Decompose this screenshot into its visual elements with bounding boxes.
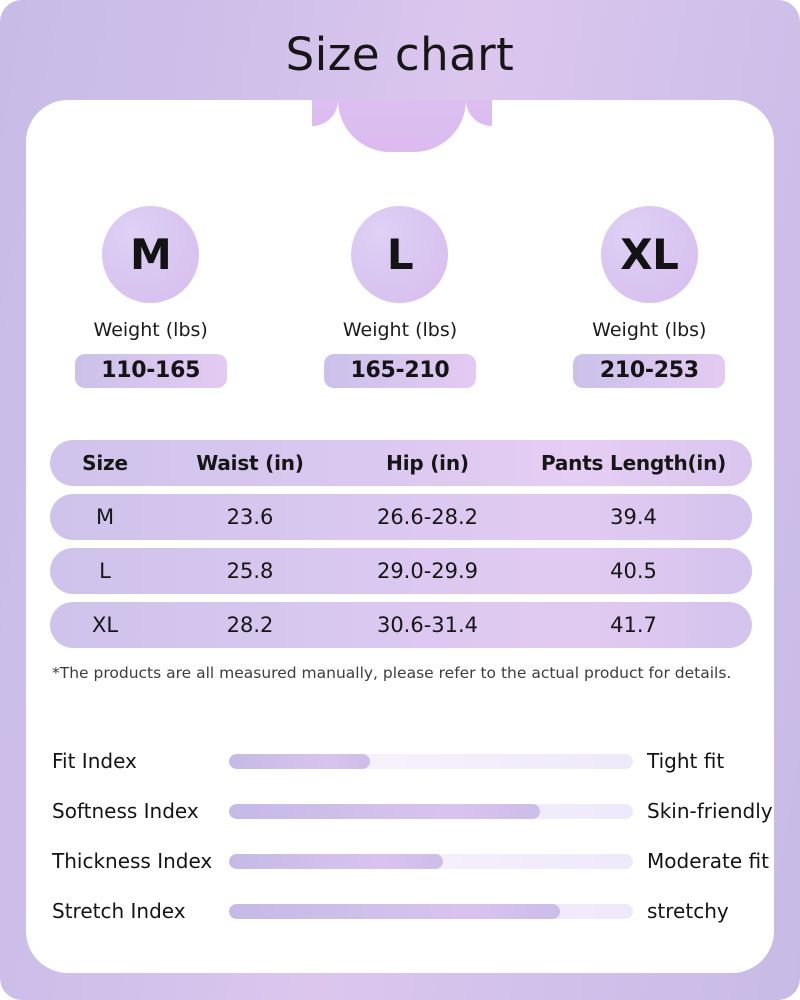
size-column-m: M Weight (lbs) 110-165 [26, 206, 275, 388]
cell-size: M [95, 504, 115, 529]
weight-caption-m: Weight (lbs) [93, 319, 208, 341]
weight-value-m: 110-165 [101, 358, 201, 383]
cell-waist: 25.8 [226, 558, 274, 583]
weight-value-l: 165-210 [350, 358, 450, 383]
size-column-l: L Weight (lbs) 165-210 [275, 206, 524, 388]
size-circle-l: L [351, 206, 449, 303]
cell-hip: 29.0-29.9 [376, 558, 479, 583]
index-value-softness: Skin-friendly [647, 799, 773, 823]
index-row-thickness: Thickness Index Moderate fit [0, 836, 800, 886]
table-header-hip: Hip (in) [386, 451, 469, 475]
index-track-thickness [229, 853, 633, 869]
index-label-softness: Softness Index [52, 799, 199, 823]
weight-pill-xl: 210-253 [573, 354, 726, 388]
weight-pill-m: 110-165 [74, 354, 227, 388]
table-header-row: Size Waist (in) Hip (in) Pants Length(in… [50, 440, 752, 486]
table-row: M 23.6 26.6-28.2 39.4 [50, 494, 752, 540]
cell-waist: 23.6 [226, 504, 274, 529]
index-value-stretch: stretchy [647, 899, 729, 923]
index-fill-thickness [229, 853, 444, 869]
index-label-stretch: Stretch Index [52, 899, 186, 923]
table-row: L 25.8 29.0-29.9 40.5 [50, 548, 752, 594]
page-title: Size chart [285, 27, 515, 81]
size-circle-xl: XL [600, 206, 698, 303]
index-fill-softness [229, 803, 541, 819]
size-column-xl: XL Weight (lbs) 210-253 [525, 206, 774, 388]
cell-length: 41.7 [610, 612, 657, 637]
disclaimer-text: *The products are all measured manually,… [52, 664, 732, 682]
weight-pill-l: 165-210 [323, 354, 476, 388]
index-fill-stretch [229, 903, 561, 919]
index-value-fit: Tight fit [647, 749, 725, 773]
index-value-thickness: Moderate fit [647, 849, 769, 873]
cell-hip: 26.6-28.2 [376, 504, 479, 529]
cell-size: XL [91, 612, 119, 637]
table-header-length: Pants Length(in) [540, 451, 727, 475]
index-row-fit: Fit Index Tight fit [0, 736, 800, 786]
notch-fillet-left-decoration [312, 100, 338, 126]
index-fill-fit [229, 753, 371, 769]
cell-size: L [99, 558, 111, 583]
size-circle-label-m: M [130, 229, 172, 279]
size-summary-row: M Weight (lbs) 110-165 L Weight (lbs) 16… [26, 206, 774, 388]
index-row-stretch: Stretch Index stretchy [0, 886, 800, 936]
size-circle-label-xl: XL [620, 229, 679, 279]
cell-length: 39.4 [610, 504, 657, 529]
weight-value-xl: 210-253 [599, 358, 699, 383]
index-label-fit: Fit Index [52, 749, 137, 773]
notch-fillet-right-decoration [466, 100, 492, 126]
weight-caption-l: Weight (lbs) [342, 319, 458, 341]
index-bars-section: Fit Index Tight fit Softness Index Skin-… [0, 736, 800, 936]
index-row-softness: Softness Index Skin-friendly [0, 786, 800, 836]
size-circle-label-l: L [386, 229, 414, 279]
header-band: Size chart [0, 0, 800, 104]
size-circle-m: M [102, 206, 200, 303]
index-track-fit [229, 753, 633, 769]
index-track-stretch [229, 903, 633, 919]
table-header-size: Size [82, 451, 128, 475]
index-label-thickness: Thickness Index [52, 849, 213, 873]
cell-length: 40.5 [610, 558, 657, 583]
cell-hip: 30.6-31.4 [376, 612, 479, 637]
weight-caption-xl: Weight (lbs) [592, 319, 707, 341]
index-track-softness [229, 803, 633, 819]
measurement-table: Size Waist (in) Hip (in) Pants Length(in… [50, 440, 752, 656]
cell-waist: 28.2 [226, 612, 274, 637]
table-row: XL 28.2 30.6-31.4 41.7 [50, 602, 752, 648]
table-header-waist: Waist (in) [196, 451, 304, 475]
